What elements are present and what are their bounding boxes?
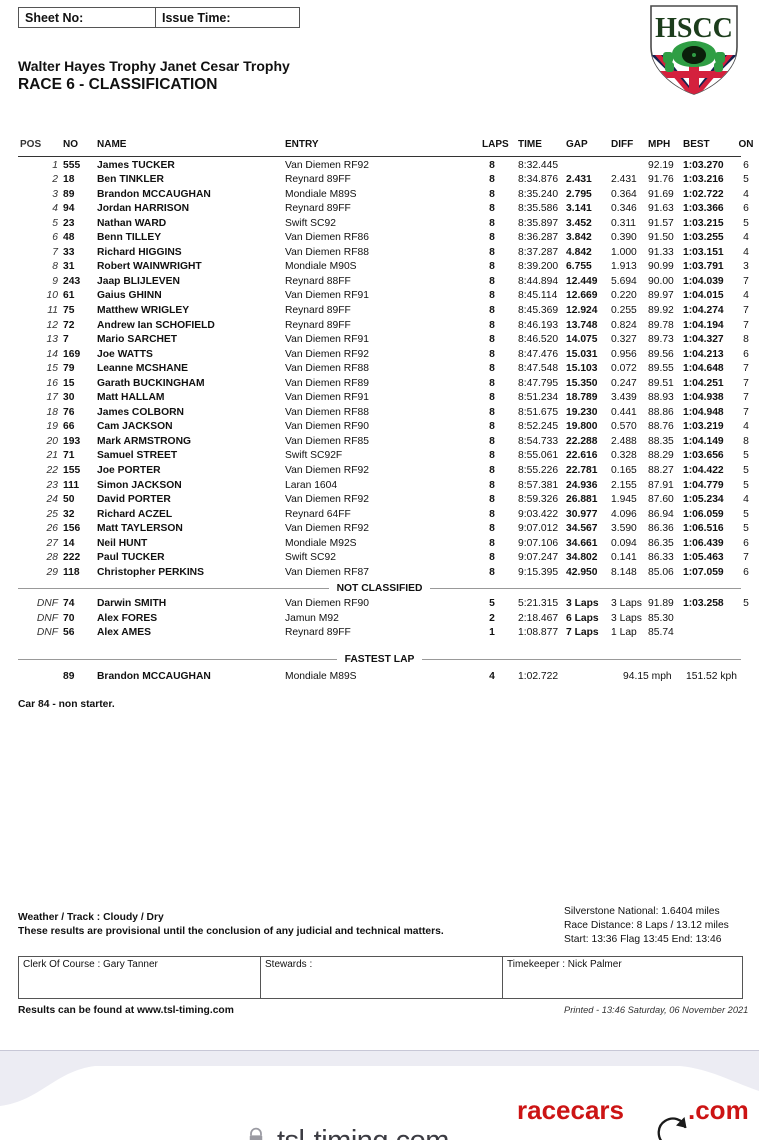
svg-text:HSCC: HSCC — [655, 13, 733, 44]
